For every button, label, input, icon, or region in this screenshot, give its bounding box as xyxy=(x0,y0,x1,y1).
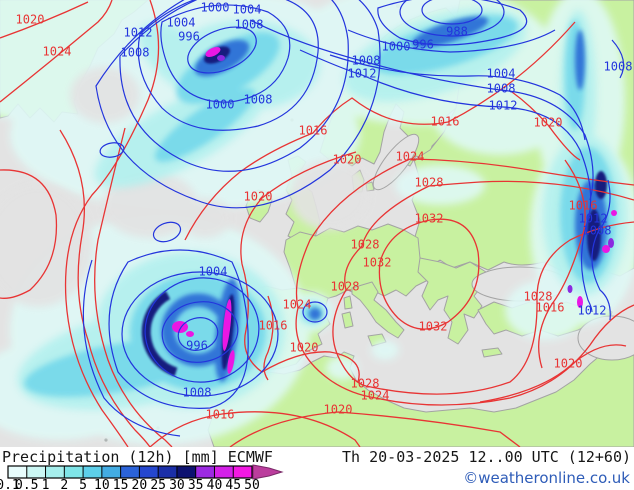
pressure-label-1032: 1032 xyxy=(415,212,444,226)
product-title: Precipitation (12h) [mm] ECMWF xyxy=(2,448,273,466)
pressure-label-1008: 1008 xyxy=(352,54,381,68)
legend-segment xyxy=(176,466,196,478)
pressure-label-1028: 1028 xyxy=(415,176,444,190)
pressure-label-1008: 1008 xyxy=(235,18,264,32)
legend-tick-label: 2 xyxy=(60,478,68,490)
pressure-label-1024: 1024 xyxy=(43,45,72,59)
legend-segment xyxy=(101,466,121,478)
pressure-label-1016: 1016 xyxy=(299,124,328,138)
copyright-label: ©weatheronline.co.uk xyxy=(463,469,630,487)
pressure-label-1012: 1012 xyxy=(578,304,607,318)
legend-segment xyxy=(214,466,234,478)
pressure-label-1012: 1012 xyxy=(124,26,153,40)
pressure-label-1012: 1012 xyxy=(348,67,377,81)
east-mediterranean xyxy=(577,315,634,361)
pressure-label-1020: 1020 xyxy=(534,116,563,130)
legend-tick-label: 35 xyxy=(188,478,204,490)
pressure-label-988: 988 xyxy=(446,25,468,39)
pressure-label-1020: 1020 xyxy=(333,153,362,167)
legend-segment xyxy=(158,466,177,478)
pressure-label-1012: 1012 xyxy=(489,99,518,113)
legend-segment xyxy=(26,466,46,478)
legend-segment xyxy=(120,466,140,478)
legend-tick-label: 30 xyxy=(169,478,185,490)
pressure-label-1008: 1008 xyxy=(121,46,150,60)
pressure-label-1024: 1024 xyxy=(283,298,312,312)
legend-segment xyxy=(139,466,159,478)
pressure-label-1000: 1000 xyxy=(206,98,235,112)
pressure-label-1020: 1020 xyxy=(16,13,45,27)
pressure-label-1016: 1016 xyxy=(206,408,235,422)
forecast-datetime: Th 20-03-2025 12..00 UTC (12+60) xyxy=(342,448,631,466)
legend-segment xyxy=(8,466,27,478)
pressure-label-1020: 1020 xyxy=(324,403,353,417)
pressure-label-1008: 1008 xyxy=(487,82,516,96)
pressure-label-1020: 1020 xyxy=(244,190,273,204)
legend-tick-label: 25 xyxy=(150,478,166,490)
pressure-label-1000: 1000 xyxy=(201,1,230,15)
land-balkans-greece xyxy=(417,257,487,345)
land-sardinia xyxy=(341,311,354,329)
precip-holes xyxy=(0,67,370,307)
legend-tick-label: 10 xyxy=(94,478,110,490)
pressure-label-1008: 1008 xyxy=(583,224,612,238)
land-crete xyxy=(481,347,503,358)
legend-tick-label: 0.5 xyxy=(15,478,38,490)
pressure-label-1008: 1008 xyxy=(604,60,633,74)
legend-segment xyxy=(45,466,65,478)
legend-segment xyxy=(195,466,215,478)
pressure-label-1028: 1028 xyxy=(351,238,380,252)
pressure-label-1012: 1012 xyxy=(579,212,608,226)
pressure-label-1016: 1016 xyxy=(569,199,598,213)
legend-border xyxy=(7,465,253,479)
legend-tick-label: 0.1 xyxy=(0,478,20,490)
legend-tick-label: 5 xyxy=(79,478,87,490)
legend-tick-label: 50 xyxy=(244,478,260,490)
legend-tick-label: 20 xyxy=(132,478,148,490)
pressure-label-1028: 1028 xyxy=(524,290,553,304)
legend-segment xyxy=(233,466,253,478)
pressure-label-1004: 1004 xyxy=(487,67,516,81)
legend-tick-label: 40 xyxy=(207,478,223,490)
pressure-label-1024: 1024 xyxy=(396,150,425,164)
pressure-label-1020: 1020 xyxy=(554,357,583,371)
pressure-label-1004: 1004 xyxy=(167,16,196,30)
pressure-label-1020: 1020 xyxy=(290,341,319,355)
pressure-label-1028: 1028 xyxy=(351,377,380,391)
land-italy xyxy=(351,281,405,339)
legend-segment xyxy=(64,466,84,478)
precip-legend: 0.10.5 1 2 5 10 15 20 25 30 35 40 45 50 xyxy=(0,464,284,490)
isobars-red xyxy=(0,0,634,447)
pressure-label-1004: 1004 xyxy=(199,265,228,279)
pressure-label-1004: 1004 xyxy=(233,3,262,17)
pressure-label-1024: 1024 xyxy=(361,389,390,403)
pressure-label-1008: 1008 xyxy=(183,386,212,400)
isobars-blue xyxy=(82,0,625,437)
baltic-sea xyxy=(372,133,420,191)
pressure-label-1016: 1016 xyxy=(536,301,565,315)
pressure-label-1016: 1016 xyxy=(431,115,460,129)
pressure-label-996: 996 xyxy=(412,38,434,52)
land-corsica xyxy=(343,295,353,310)
legend-overflow-arrow xyxy=(252,464,284,480)
legend-tick-label: 1 xyxy=(42,478,50,490)
pressure-label-996: 996 xyxy=(186,339,208,353)
pressure-label-1000: 1000 xyxy=(382,40,411,54)
pressure-label-1008: 1008 xyxy=(244,93,273,107)
legend-segment xyxy=(83,466,102,478)
pressure-label-1028: 1028 xyxy=(331,280,360,294)
pressure-label-1032: 1032 xyxy=(363,256,392,270)
pressure-label-1016: 1016 xyxy=(259,319,288,333)
pressure-label-1032: 1032 xyxy=(419,320,448,334)
pressure-label-996: 996 xyxy=(178,30,200,44)
legend-tick-label: 45 xyxy=(225,478,241,490)
legend-tick-label: 15 xyxy=(113,478,129,490)
